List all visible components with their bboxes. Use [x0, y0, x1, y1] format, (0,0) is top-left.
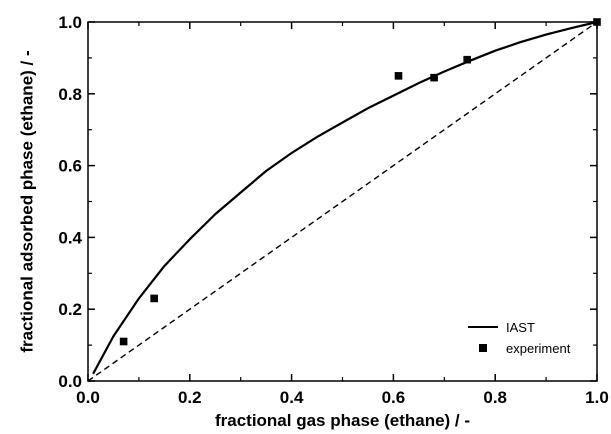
x-tick-label: 0.0 — [76, 388, 100, 407]
legend-experiment-label: experiment — [506, 341, 571, 356]
x-axis-title: fractional gas phase (ethane) / - — [215, 411, 470, 430]
ticks: 0.0 0.2 0.4 0.6 0.8 1.0 0.0 0.2 0.4 0.6 0.8 1.0 — [58, 13, 608, 407]
y-tick-label: 1.0 — [58, 13, 82, 32]
iast-curve — [92, 20, 598, 375]
y-axis-title: fractional adsorbed phase (ethane) / - — [17, 50, 36, 352]
legend-experiment-marker — [479, 344, 487, 352]
legend: IAST experiment — [468, 320, 571, 356]
experiment-point — [394, 72, 403, 80]
x-tick-label: 0.4 — [280, 388, 304, 407]
x-tick-label: 0.2 — [178, 388, 202, 407]
y-tick-label: 0.2 — [58, 300, 82, 319]
diagonal-reference-line — [87, 21, 598, 382]
legend-iast-label: IAST — [506, 320, 535, 335]
y-tick-label: 0.8 — [58, 85, 82, 104]
plot-area — [87, 18, 601, 382]
x-tick-label: 1.0 — [585, 388, 609, 407]
x-tick-label: 0.6 — [382, 388, 406, 407]
x-tick-label: 0.8 — [483, 388, 507, 407]
y-tick-label: 0.4 — [58, 228, 82, 247]
experiment-point — [150, 294, 158, 303]
y-tick-label: 0.6 — [58, 157, 82, 176]
y-tick-label: 0.0 — [58, 372, 82, 391]
experiment-point — [119, 337, 128, 346]
experiment-point — [430, 73, 438, 82]
experiment-point — [463, 55, 472, 64]
